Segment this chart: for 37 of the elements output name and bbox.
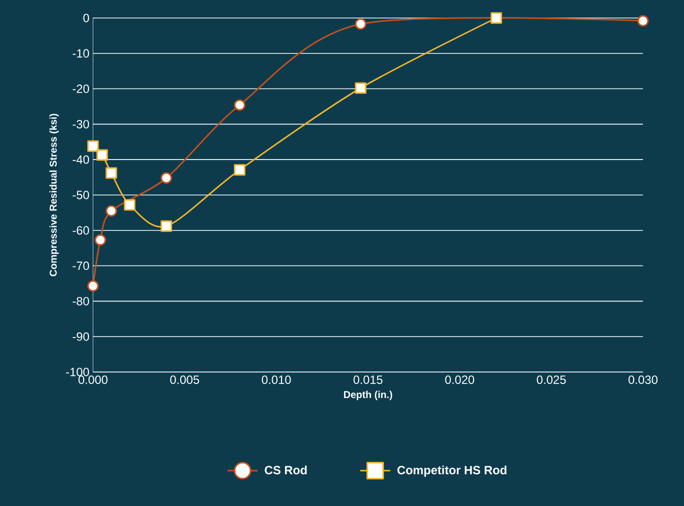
y-axis-title: Compressive Residual Stress (ksi) (49, 114, 59, 276)
point (354, 82, 366, 94)
x-tick-label: 0.000 (78, 376, 108, 384)
y-tick-label: -80 (72, 296, 90, 306)
y-tick-label: -100 (66, 368, 90, 376)
y-tick-label: 0 (83, 14, 90, 22)
point (87, 280, 99, 292)
y-tick-label: -90 (72, 332, 90, 341)
y-tick-label: -60 (72, 226, 90, 235)
point (160, 220, 172, 232)
y-tick-label: -20 (72, 84, 90, 94)
point (94, 234, 106, 246)
x-tick-label: 0.010 (262, 376, 291, 384)
x-tick-label: 0.005 (170, 376, 200, 384)
legend-label: CS Rod (264, 466, 307, 474)
point (106, 167, 118, 179)
point (160, 172, 172, 184)
y-tick-label: -30 (72, 120, 90, 128)
point (234, 99, 246, 111)
y-tick-label: -10 (72, 49, 90, 58)
point (637, 15, 649, 27)
y-tick-label: -40 (72, 155, 90, 164)
y-tick-label: -70 (72, 262, 90, 270)
x-axis-title: Depth (in.) (344, 390, 392, 400)
point (96, 149, 108, 161)
x-tick-label: 0.020 (445, 376, 474, 384)
point (87, 140, 99, 152)
legend-label: Competitor HS Rod (397, 466, 506, 477)
point (234, 164, 246, 176)
point (124, 199, 136, 211)
point (490, 12, 502, 24)
point (106, 205, 118, 217)
y-tick-label: -50 (72, 190, 90, 200)
x-tick-label: 0.030 (628, 376, 658, 384)
point (354, 18, 366, 30)
x-tick-label: 0.025 (536, 376, 566, 384)
x-tick-label: 0.015 (354, 376, 382, 384)
